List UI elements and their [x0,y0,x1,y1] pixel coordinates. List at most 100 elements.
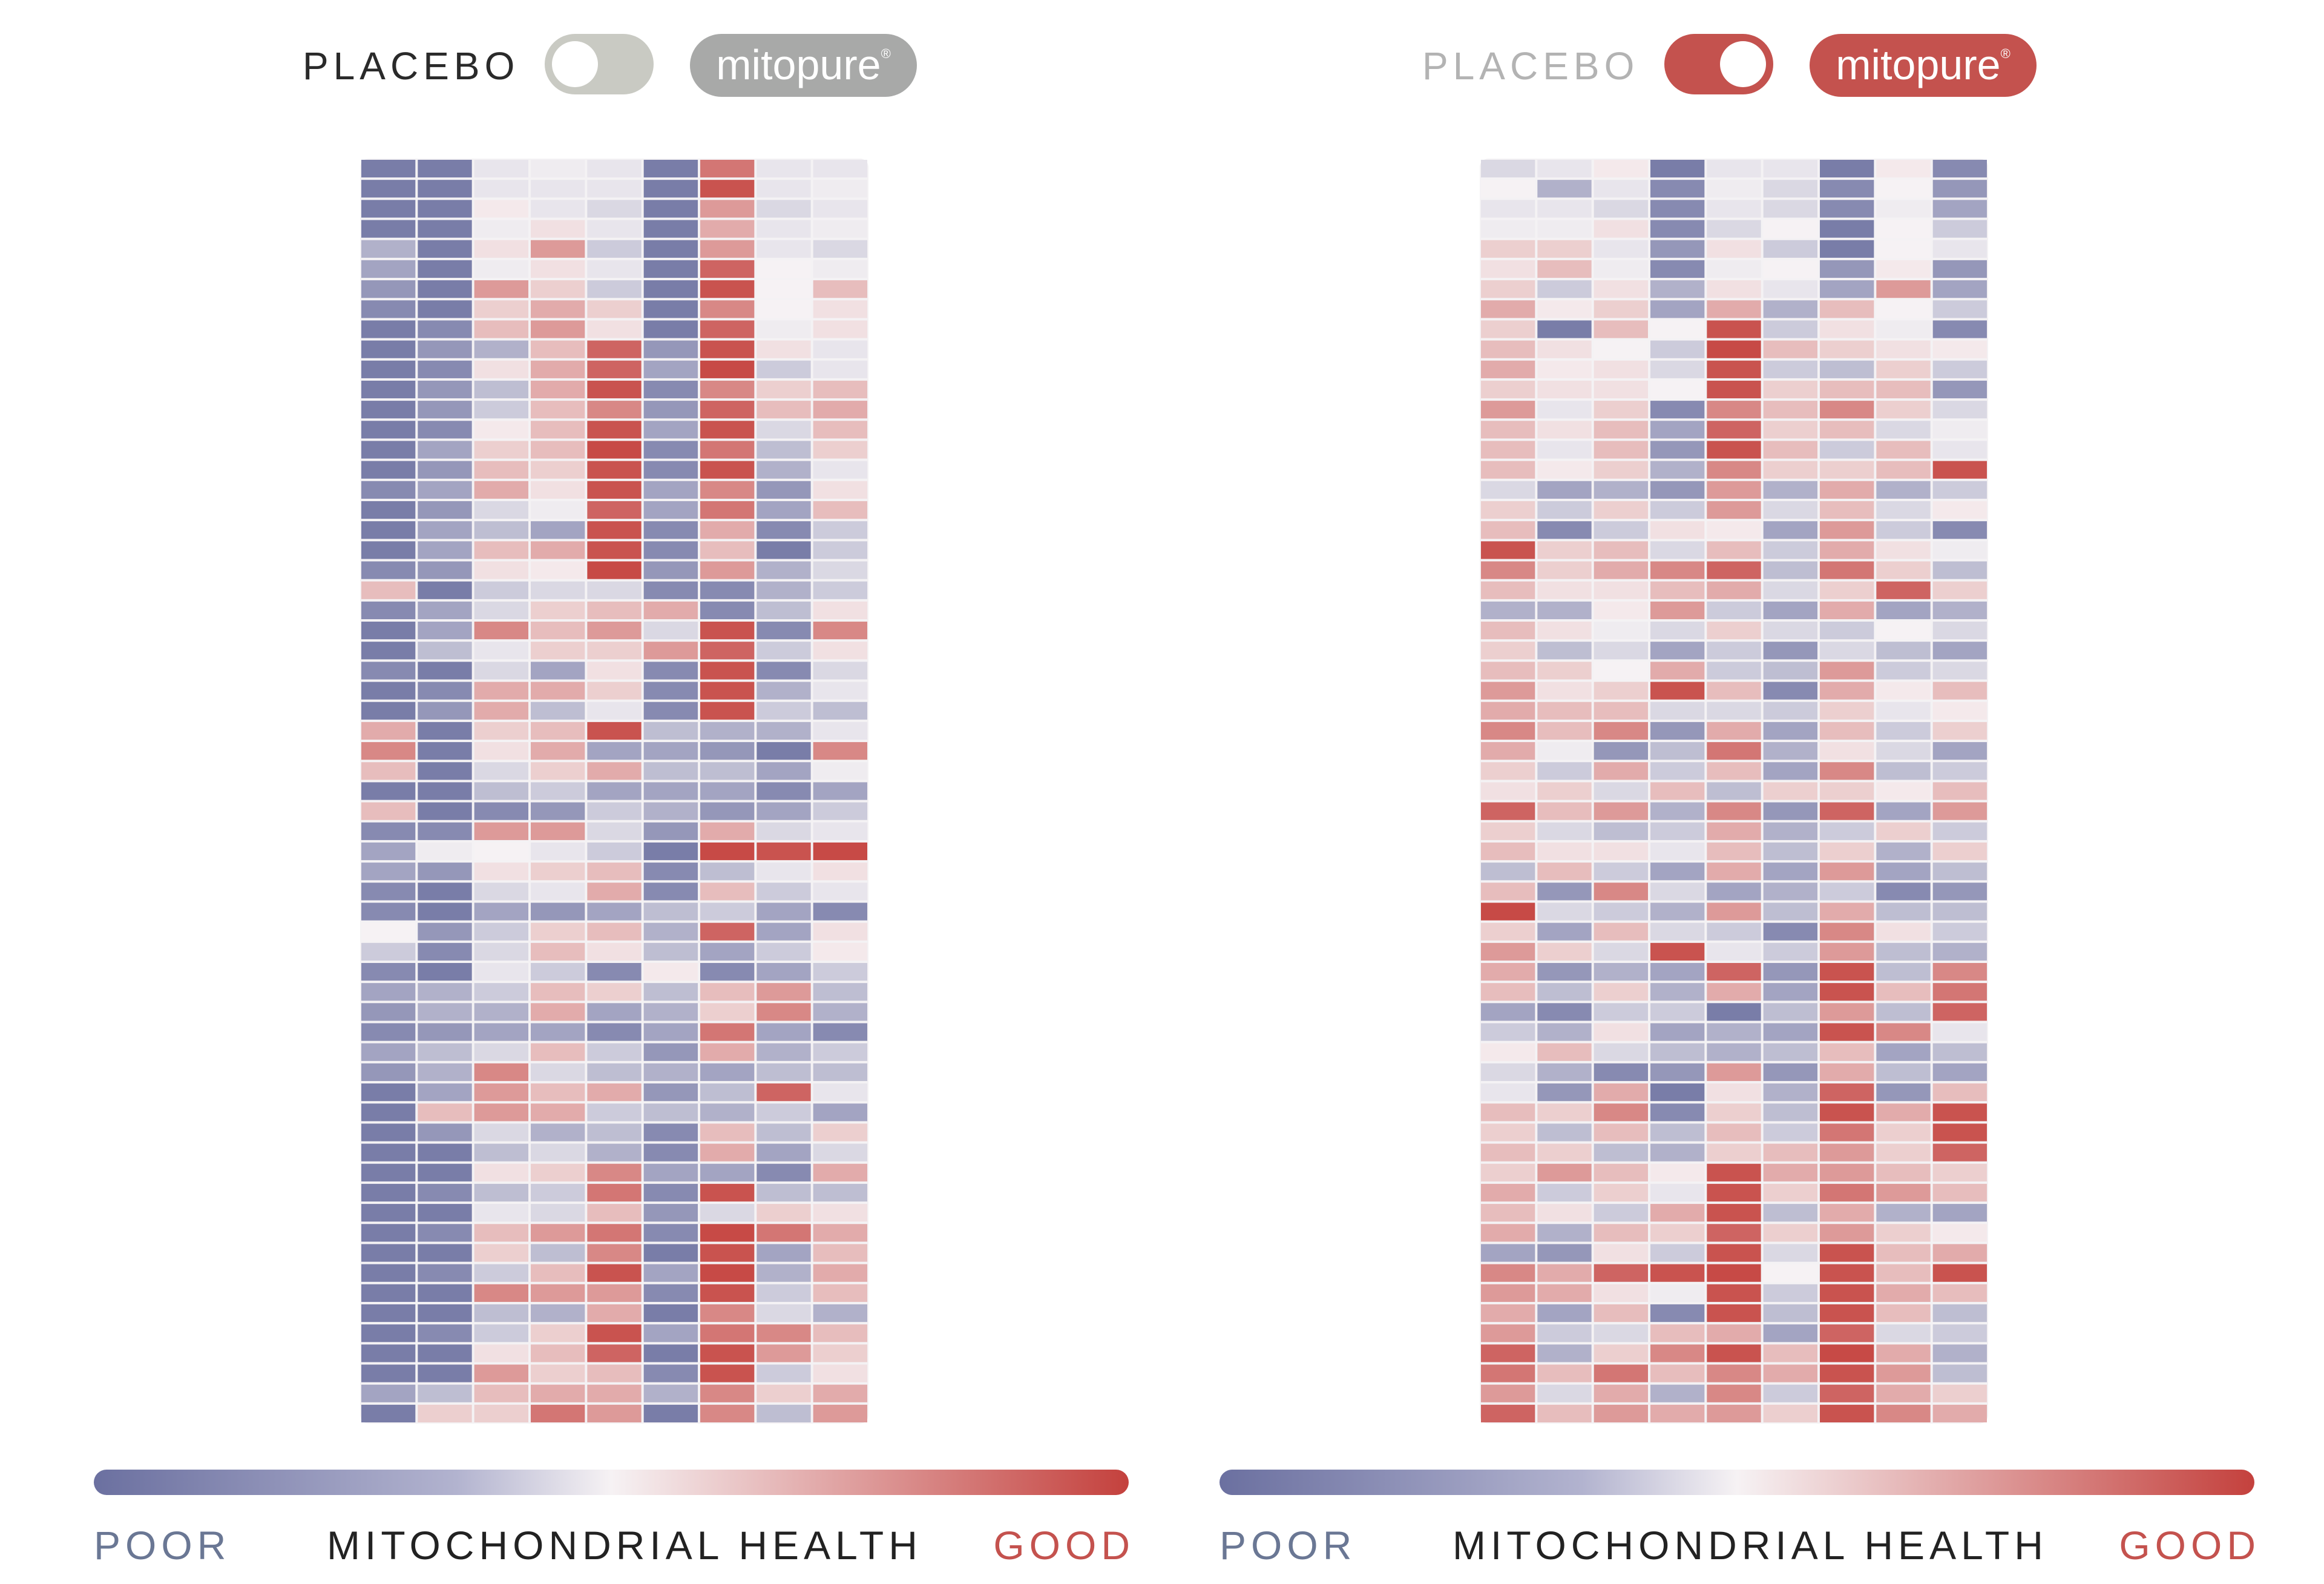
heatmap-cell [1763,802,1817,820]
heatmap-cell [1932,782,1987,800]
heatmap-cell [1820,401,1874,419]
heatmap-cell [1594,1324,1648,1342]
heatmap-cell [1707,1123,1761,1142]
heatmap-cell [1707,962,1761,981]
heatmap-cell [531,1244,585,1262]
mitopure-brand-pill[interactable]: mitopure® [690,34,917,97]
heatmap-cell [1932,240,1987,258]
heatmap-cell [1763,240,1817,258]
heatmap-cell [418,340,472,358]
heatmap-cell [1707,1103,1761,1122]
heatmap-cell [1820,501,1874,519]
heatmap-cell [1481,721,1535,740]
heatmap-cell [757,1304,811,1323]
heatmap-cell [1820,1224,1874,1242]
heatmap-cell [361,1123,416,1142]
heatmap-cell [1707,1063,1761,1082]
heatmap-cell [813,521,867,539]
heatmap-cell [418,360,472,378]
heatmap-cell [757,521,811,539]
heatmap-cell [1876,501,1931,519]
heatmap-cell [1707,360,1761,378]
heatmap-cell [474,1364,528,1382]
heatmap-cell [1763,682,1817,700]
heatmap-cell [1481,1103,1535,1122]
heatmap-cell [418,842,472,861]
heatmap-cell [1594,541,1648,559]
heatmap-cell [813,421,867,439]
heatmap-cell [813,581,867,599]
heatmap-cell [700,421,755,439]
heatmap-cell [1876,1123,1931,1142]
heatmap-cell [700,1344,755,1362]
heatmap-cell [1650,521,1705,539]
heatmap-cell [1876,762,1931,780]
heatmap-cell [643,280,698,298]
heatmap-cell [700,1224,755,1242]
heatmap-cell [1537,481,1592,499]
heatmap-cell [474,1244,528,1262]
heatmap-cell [1763,1043,1817,1061]
heatmap-cell [418,782,472,800]
heatmap-cell [643,682,698,700]
heatmap-cell [1481,1264,1535,1282]
heatmap-cell [474,622,528,640]
heatmap-cell [1820,1244,1874,1262]
heatmap-cell [474,1264,528,1282]
heatmap-cell [1820,1284,1874,1302]
heatmap-cell [1481,822,1535,840]
heatmap-cell [1594,1123,1648,1142]
heatmap-cell [474,1143,528,1162]
heatmap-cell [1650,260,1705,278]
heatmap-cell [1481,922,1535,941]
heatmap-cell [643,220,698,238]
heatmap-cell [643,401,698,419]
heatmap-cell [531,1384,585,1402]
heatmap-cell [1650,863,1705,881]
heatmap-cell [418,702,472,720]
heatmap-cell [643,782,698,800]
mitopure-brand-pill[interactable]: mitopure® [1810,34,2037,97]
heatmap-cell [531,682,585,700]
heatmap-cell [1820,360,1874,378]
heatmap-cell [418,421,472,439]
mitopure-panel: PLACEBO mitopure® POOR MITOCHONDRIAL HEA… [1162,0,2324,1584]
heatmap-cell [361,380,416,399]
treatment-toggle[interactable] [545,34,654,94]
heatmap-cell [531,1183,585,1202]
heatmap-cell [757,441,811,459]
heatmap-cell [1820,962,1874,981]
heatmap-cell [757,1183,811,1202]
heatmap-cell [1650,1224,1705,1242]
heatmap-cell [1763,642,1817,660]
heatmap-cell [587,1304,642,1323]
heatmap-cell [1594,1183,1648,1202]
heatmap-cell [700,1143,755,1162]
heatmap-cell [1594,962,1648,981]
heatmap-cell [1594,1304,1648,1323]
heatmap-cell [813,1023,867,1041]
heatmap-cell [1932,441,1987,459]
heatmap-cell [587,260,642,278]
heatmap-cell [1707,682,1761,700]
heatmap-cell [1537,380,1592,399]
treatment-toggle[interactable] [1664,34,1773,94]
heatmap-cell [361,1364,416,1382]
heatmap-cell [587,501,642,519]
placebo-panel: PLACEBO mitopure® POOR MITOCHONDRIAL HEA… [94,34,1130,1568]
heatmap-cell [418,541,472,559]
heatmap-cell [1876,1063,1931,1082]
heatmap-cell [700,1404,755,1422]
heatmap-cell [474,240,528,258]
heatmap-cell [757,1384,811,1402]
heatmap-cell [1707,1384,1761,1402]
heatmap-cell [813,160,867,178]
heatmap-cell [1876,581,1931,599]
heatmap-cell [1481,882,1535,901]
heatmap-cell [813,441,867,459]
mitopure-heatmap [1480,159,1988,1424]
heatmap-cell [531,1324,585,1342]
heatmap-cell [1707,1083,1761,1102]
heatmap-cell [757,1324,811,1342]
heatmap-cell [1481,581,1535,599]
